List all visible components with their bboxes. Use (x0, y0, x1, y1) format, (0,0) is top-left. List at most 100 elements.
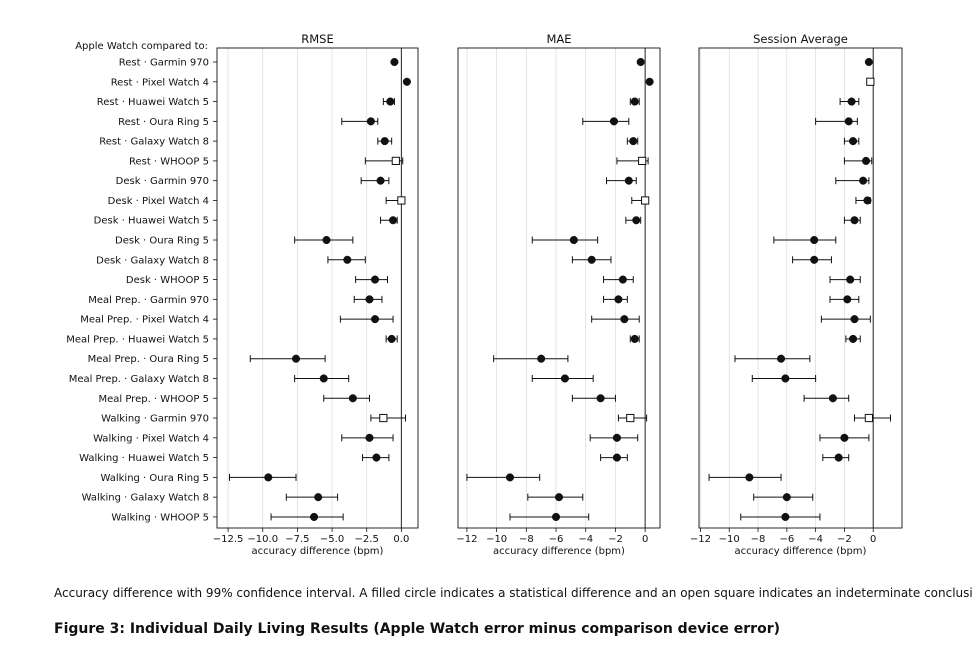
data-point-indeterminate (397, 196, 406, 205)
data-point-significant (370, 275, 380, 284)
data-point-significant (537, 354, 546, 363)
y-tick-label: Desk · Huawei Watch 5 (94, 216, 209, 227)
data-point-indeterminate (866, 77, 875, 86)
data-point-significant (848, 137, 858, 146)
data-point-significant (624, 176, 633, 185)
x-tick-label: −10.0 (247, 534, 278, 545)
data-point-significant (847, 97, 856, 106)
x-tick-label: −12 (456, 534, 477, 545)
data-point-indeterminate (391, 156, 400, 166)
figure-title: Figure 3: Individual Daily Living Result… (54, 621, 781, 637)
data-point-significant (348, 394, 357, 403)
data-point-significant (630, 97, 639, 106)
x-tick-label: −2.5 (355, 534, 379, 545)
y-tick-label: Rest · Galaxy Watch 8 (99, 137, 209, 148)
y-tick-label: Meal Prep. · Huawei Watch 5 (66, 334, 209, 345)
x-tick-label: −8 (519, 534, 534, 545)
data-point-significant (848, 334, 858, 343)
data-point-significant (365, 295, 374, 304)
data-point-significant (264, 473, 273, 482)
x-tick-label: −2 (608, 534, 623, 545)
data-point-significant (390, 57, 399, 67)
data-point-significant (828, 394, 837, 403)
x-tick-label: −12.5 (213, 534, 244, 545)
data-point-significant (810, 235, 819, 245)
panel-title: MAE (546, 32, 571, 46)
x-tick-label: −6 (549, 534, 564, 545)
y-tick-label: Rest · Huawei Watch 5 (97, 97, 209, 108)
x-tick-label: −7.5 (285, 534, 309, 545)
x-tick-label: −4 (808, 534, 823, 545)
data-point-indeterminate (626, 413, 635, 423)
data-point-significant (850, 216, 859, 225)
data-point-significant (554, 493, 564, 502)
data-point-significant (387, 334, 396, 343)
x-tick-label: −5.0 (320, 534, 344, 545)
data-point-significant (569, 235, 578, 245)
data-point-significant (840, 433, 849, 442)
data-point-significant (372, 453, 381, 462)
data-point-significant (781, 374, 790, 383)
data-point-significant (388, 216, 398, 225)
data-point-indeterminate (638, 156, 647, 166)
y-tick-label: Walking · Pixel Watch 4 (93, 433, 209, 444)
data-point-significant (864, 57, 873, 67)
y-tick-label: Meal Prep. · Pixel Watch 4 (80, 315, 209, 326)
y-tick-label: Desk · Garmin 970 (116, 176, 209, 187)
y-tick-label: Rest · Pixel Watch 4 (111, 77, 209, 88)
data-point-significant (365, 433, 374, 442)
data-point-significant (844, 117, 853, 126)
x-tick-label: 0 (642, 534, 648, 545)
axes-frame (457, 47, 661, 529)
x-tick-label: −2 (837, 534, 852, 545)
data-point-significant (343, 255, 352, 264)
data-point-significant (612, 453, 621, 462)
data-point-significant (861, 156, 871, 165)
y-tick-label: Rest · Garmin 970 (119, 58, 209, 69)
data-point-significant (859, 176, 868, 185)
axes-frame (698, 47, 903, 529)
y-tick-label: Meal Prep. · Garmin 970 (88, 295, 209, 306)
data-point-indeterminate (864, 413, 873, 423)
x-axis-label: accuracy difference (bpm) (252, 546, 384, 557)
y-tick-label: Desk · Galaxy Watch 8 (96, 255, 209, 266)
x-tick-label: −6 (779, 534, 794, 545)
data-point-significant (314, 493, 323, 502)
data-point-significant (630, 334, 639, 343)
row-axis-title: Apple Watch compared to: (75, 41, 208, 52)
data-point-significant (376, 176, 385, 185)
y-tick-label: Rest · Oura Ring 5 (118, 117, 209, 128)
axes-frame (216, 47, 419, 529)
data-point-significant (309, 512, 319, 521)
data-point-significant (629, 137, 638, 146)
y-tick-label: Walking · Oura Ring 5 (100, 473, 209, 484)
data-point-significant (551, 512, 561, 521)
y-tick-label: Desk · Oura Ring 5 (115, 236, 209, 247)
data-point-significant (781, 512, 790, 521)
data-point-significant (587, 255, 596, 264)
data-point-significant (632, 216, 641, 225)
data-point-significant (366, 117, 375, 126)
data-point-significant (612, 433, 621, 442)
figure-caption: Accuracy difference with 99% confidence … (54, 586, 973, 600)
x-tick-label: −10 (486, 534, 507, 545)
data-point-significant (745, 473, 754, 482)
data-point-indeterminate (379, 413, 388, 423)
data-point-significant (380, 137, 389, 146)
x-axis-label: accuracy difference (bpm) (735, 546, 867, 557)
data-point-significant (370, 315, 380, 324)
y-tick-label: Desk · WHOOP 5 (126, 275, 209, 286)
data-point-significant (402, 77, 411, 86)
data-point-significant (560, 374, 569, 383)
data-point-significant (386, 97, 395, 106)
row-labels: Rest · Garmin 970 Rest · Pixel Watch 4 Res… (66, 58, 217, 523)
data-point-significant (596, 394, 605, 403)
y-tick-label: Rest · WHOOP 5 (129, 156, 209, 167)
data-point-significant (834, 453, 843, 462)
x-tick-label: −12 (690, 534, 711, 545)
y-tick-label: Walking · WHOOP 5 (111, 512, 209, 523)
data-point-significant (846, 275, 855, 284)
data-point-significant (614, 295, 623, 304)
